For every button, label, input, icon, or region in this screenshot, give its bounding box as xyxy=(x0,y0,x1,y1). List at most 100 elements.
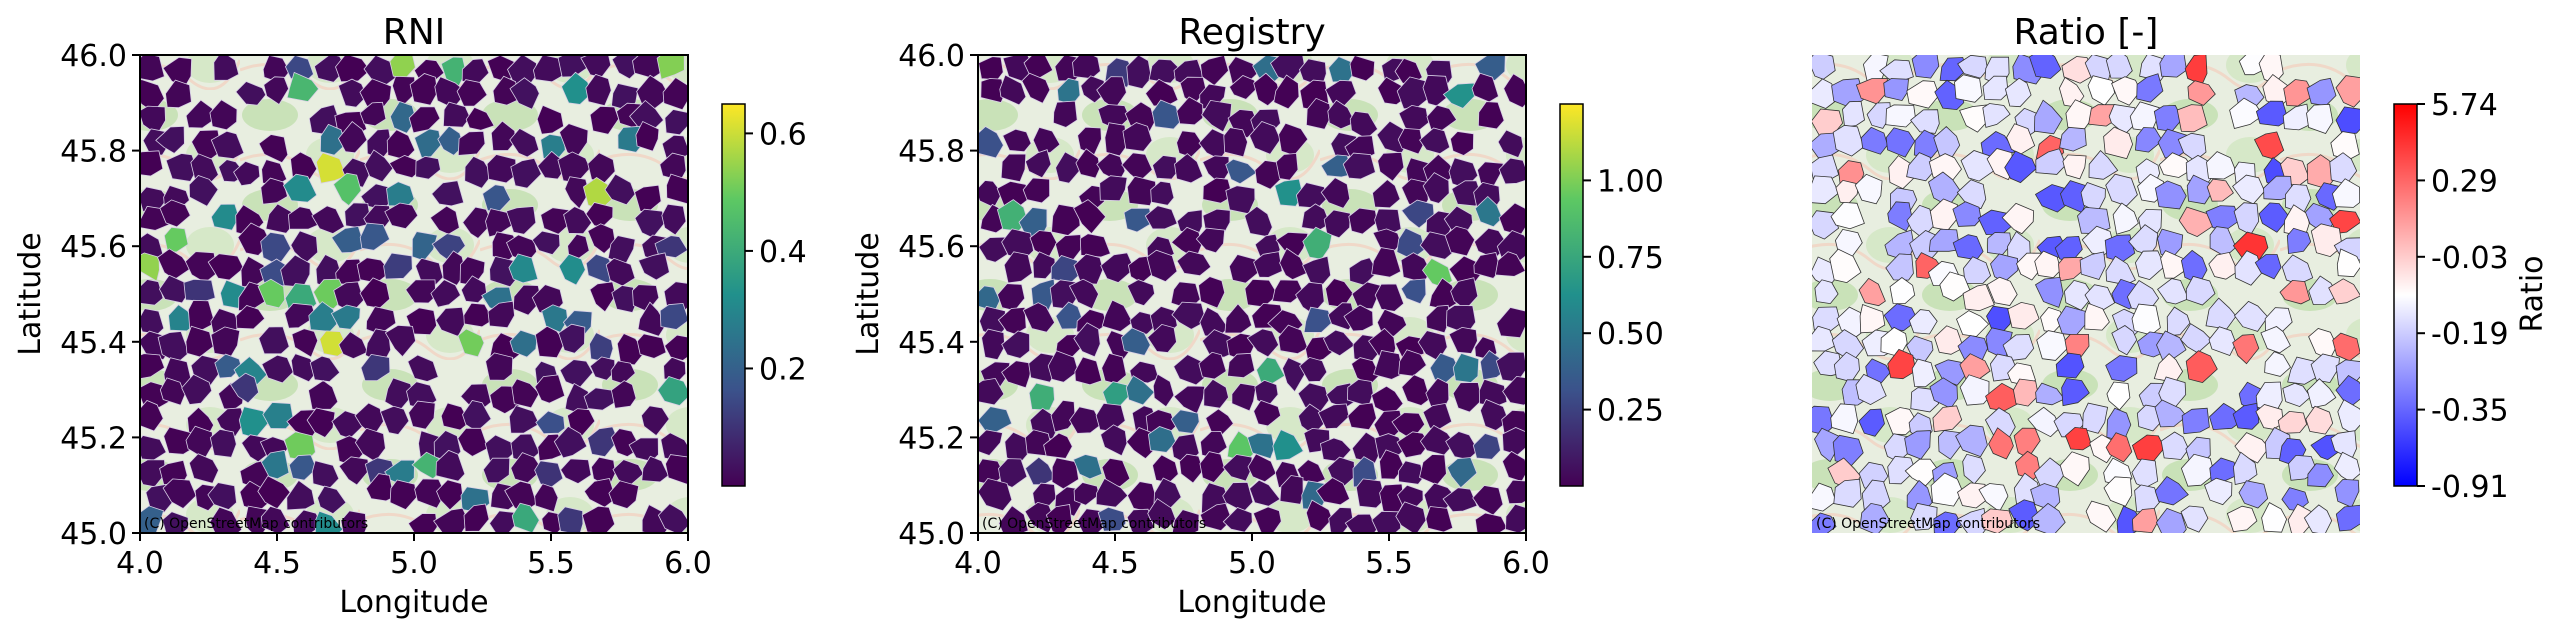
y-tick-label: 46.0 xyxy=(60,39,127,74)
region-polygon-rni xyxy=(534,483,559,513)
region-polygon-ratio xyxy=(2208,326,2237,356)
region-polygon-rni xyxy=(636,333,667,359)
region-polygon-ratio xyxy=(2305,405,2334,435)
y-tick-label: 45.8 xyxy=(60,135,127,170)
region-polygon-rni xyxy=(666,173,688,205)
region-polygon-registry xyxy=(1477,101,1505,130)
region-polygon-registry xyxy=(1024,501,1056,533)
region-polygon-ratio xyxy=(2008,499,2041,532)
region-polygon-registry xyxy=(1279,247,1308,281)
region-polygon-ratio xyxy=(2062,154,2087,180)
region-polygon-ratio xyxy=(1960,150,1994,182)
region-polygon-ratio xyxy=(1889,276,1916,305)
region-polygon-ratio xyxy=(2160,431,2190,460)
region-polygon-registry xyxy=(1101,457,1131,488)
region-polygon-registry xyxy=(1125,375,1155,406)
region-polygon-ratio xyxy=(1910,109,1940,134)
region-polygon-registry xyxy=(1069,406,1102,434)
region-polygon-registry xyxy=(1174,153,1204,184)
region-polygon-registry xyxy=(1150,180,1175,206)
region-polygon-rni xyxy=(508,253,539,284)
colorbar-registry: 0.25 0.50 0.75 1.00 xyxy=(1559,103,1664,487)
region-polygon-rni xyxy=(290,353,317,383)
region-polygon-registry xyxy=(1147,498,1177,531)
region-polygon-registry xyxy=(1328,507,1354,533)
region-polygon-ratio xyxy=(2254,254,2282,280)
region-polygon-registry xyxy=(1126,55,1152,90)
region-polygon-ratio xyxy=(2234,250,2264,286)
region-polygon-registry xyxy=(1327,99,1356,130)
region-polygon-rni xyxy=(140,279,164,306)
x-ticks-rni: 4.0 4.5 5.0 5.5 6.0 xyxy=(116,533,712,581)
region-polygon-registry xyxy=(1498,157,1526,185)
region-polygon-ratio xyxy=(2264,351,2292,377)
region-polygon-registry xyxy=(978,377,1005,406)
colorbar-tick-label: -0.03 xyxy=(2431,241,2509,276)
region-polygon-registry xyxy=(1201,329,1235,358)
region-polygon-rni xyxy=(284,302,317,329)
region-polygon-ratio xyxy=(2306,103,2334,134)
panel-ratio: Ratio [-] (C) OpenStreetMap contributors… xyxy=(1812,12,2550,533)
x-tick-label: 5.0 xyxy=(1228,546,1276,581)
colorbar-rni-ticks: 0.2 0.4 0.6 xyxy=(745,117,807,387)
colorbar-registry-gradient xyxy=(1559,103,1584,487)
region-polygon-registry xyxy=(1100,252,1135,284)
region-polygon-registry xyxy=(1202,177,1234,204)
region-polygon-rni xyxy=(442,101,471,128)
region-polygon-registry xyxy=(1401,199,1435,229)
region-polygon-ratio xyxy=(1981,508,2014,533)
region-polygon-registry xyxy=(1343,304,1374,332)
region-polygon-ratio xyxy=(2206,178,2234,202)
region-polygon-ratio xyxy=(2303,504,2333,533)
region-polygon-ratio xyxy=(1963,256,1992,284)
region-polygon-rni xyxy=(664,334,688,361)
region-polygon-ratio xyxy=(2226,505,2258,533)
region-polygon-registry xyxy=(999,74,1027,106)
region-polygon-ratio xyxy=(2185,350,2218,384)
region-polygon-ratio xyxy=(1928,228,1961,252)
region-polygon-rni xyxy=(311,205,345,235)
colorbar-tick-label: 0.2 xyxy=(759,352,807,387)
region-polygon-rni xyxy=(209,506,243,533)
region-polygon-rni xyxy=(463,302,494,328)
region-polygon-ratio xyxy=(2154,475,2189,506)
region-polygon-registry xyxy=(1073,322,1101,358)
region-polygon-rni xyxy=(430,279,462,308)
region-polygon-registry xyxy=(1228,254,1260,284)
x-tick-label: 4.5 xyxy=(1091,546,1139,581)
region-polygon-rni xyxy=(415,155,441,180)
region-polygon-rni xyxy=(306,407,336,439)
region-polygon-ratio xyxy=(2112,202,2139,235)
region-polygon-rni xyxy=(589,356,616,381)
region-polygon-registry xyxy=(1305,97,1332,130)
region-polygon-ratio xyxy=(2059,451,2090,487)
region-polygon-registry xyxy=(1195,227,1226,254)
region-polygon-rni xyxy=(407,513,438,533)
x-tick-label: 5.0 xyxy=(390,546,438,581)
region-polygon-registry xyxy=(1199,451,1226,483)
region-polygon-rni xyxy=(140,400,164,432)
region-polygon-rni xyxy=(261,354,294,384)
region-polygon-ratio xyxy=(2232,333,2260,365)
region-polygon-rni xyxy=(207,253,245,281)
region-polygon-ratio xyxy=(1812,512,1837,533)
region-polygon-ratio xyxy=(2055,352,2085,379)
x-tick-label: 4.0 xyxy=(954,546,1002,581)
x-axis-label-registry: Longitude xyxy=(1177,585,1326,620)
region-polygon-registry xyxy=(1279,475,1304,505)
region-polygon-ratio xyxy=(1932,405,1963,433)
region-polygon-rni xyxy=(165,79,192,109)
region-polygon-registry xyxy=(1144,205,1178,230)
region-polygon-rni xyxy=(563,206,593,235)
region-polygon-ratio xyxy=(2232,402,2260,430)
colorbar-tick-label: 0.6 xyxy=(759,117,807,152)
region-polygon-rni xyxy=(286,71,320,102)
region-polygon-registry xyxy=(1227,352,1256,379)
y-axis-label-rni: Latitude xyxy=(13,232,48,355)
y-tick-label: 45.0 xyxy=(898,517,965,552)
region-polygon-rni xyxy=(330,304,361,330)
region-polygon-ratio xyxy=(1832,124,1865,157)
region-polygon-registry xyxy=(1003,251,1033,284)
region-polygon-registry xyxy=(1449,131,1475,156)
region-polygon-rni xyxy=(512,284,542,316)
